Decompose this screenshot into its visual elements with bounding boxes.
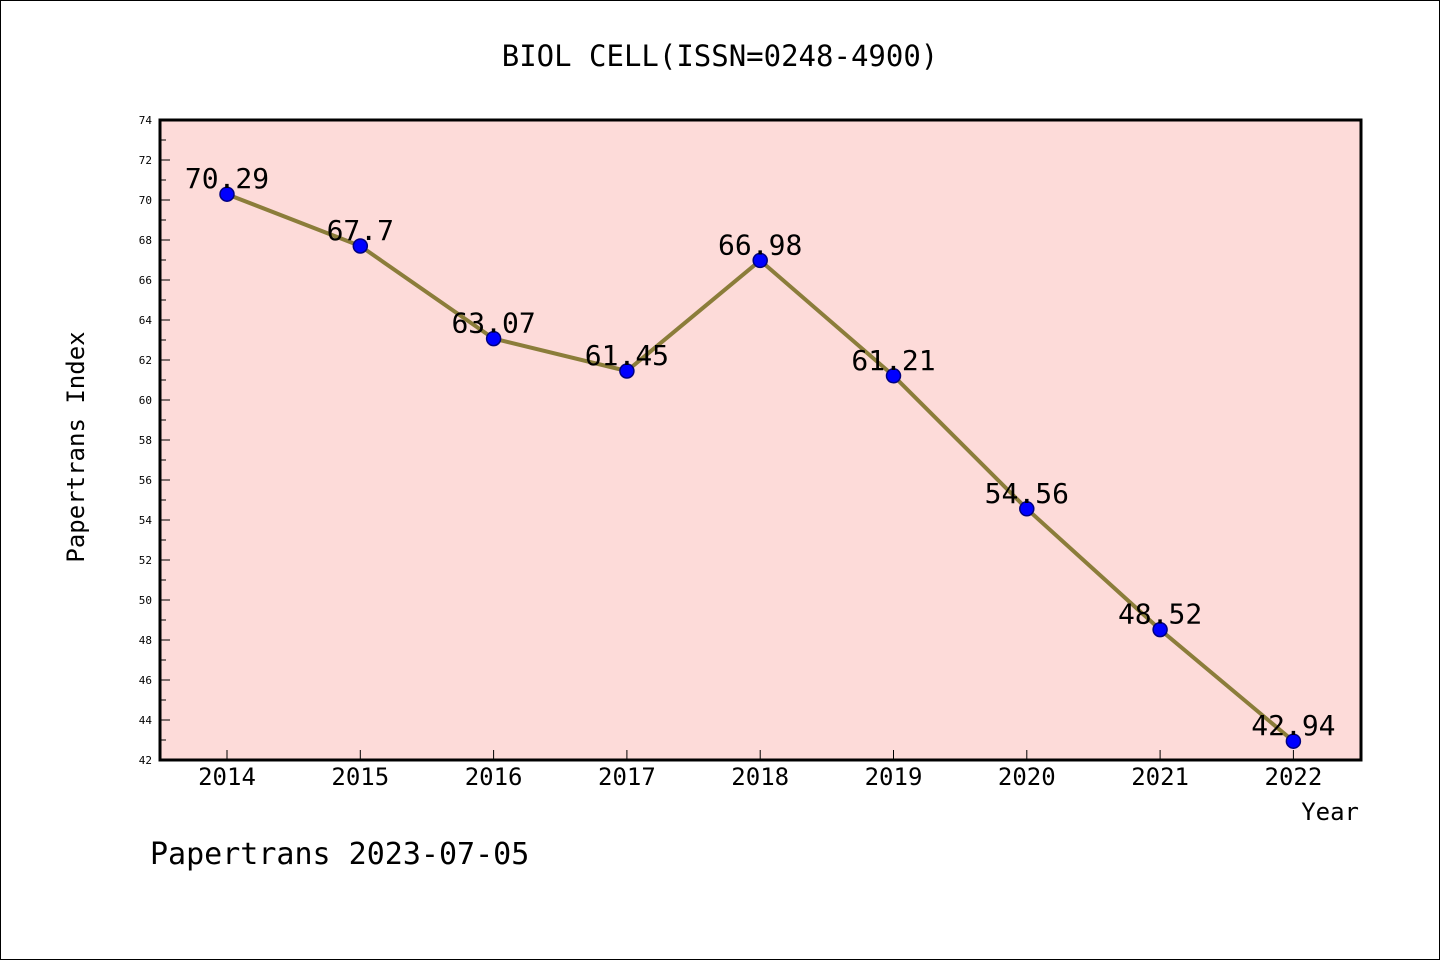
y-axis-label: Papertrans Index	[62, 331, 90, 562]
y-tick-label: 42	[139, 754, 152, 767]
data-label: 61.21	[851, 344, 935, 377]
y-tick-label: 56	[139, 474, 152, 487]
x-axis: 2014 2015 2016 2017 2018 2019 2020 2021 2022	[198, 750, 1322, 791]
data-point	[619, 363, 635, 379]
data-point	[1152, 621, 1168, 638]
y-tick-label: 54	[139, 514, 153, 527]
data-label: 61.45	[585, 339, 669, 372]
y-tick-label: 68	[139, 234, 152, 247]
y-tick-label: 60	[139, 394, 152, 407]
x-tick-label: 2016	[465, 763, 523, 791]
x-tick-label: 2018	[731, 763, 789, 791]
x-tick-label: 2014	[198, 763, 256, 791]
y-tick-label: 44	[139, 714, 153, 727]
data-point	[885, 368, 902, 384]
x-tick-label: 2020	[998, 763, 1056, 791]
y-tick-label: 64	[139, 314, 153, 327]
y-tick-label: 50	[139, 594, 152, 607]
x-tick-label: 2019	[865, 763, 923, 791]
data-point	[1019, 501, 1035, 517]
data-label: 42.94	[1251, 709, 1335, 742]
y-axis: 42 44 46 48 50 52 54 56 58 60 62 64 66 68 70 72 74	[139, 114, 170, 767]
y-tick-label: 58	[139, 434, 152, 447]
x-tick-label: 2021	[1131, 763, 1189, 791]
chart-title: BIOL CELL(ISSN=0248-4900)	[502, 39, 939, 73]
x-tick-label: 2015	[331, 763, 389, 791]
data-point	[752, 252, 768, 269]
y-tick-label: 72	[139, 154, 152, 167]
y-tick-label: 70	[139, 194, 152, 207]
data-label: 54.56	[985, 477, 1069, 510]
data-label: 67.7	[327, 214, 394, 247]
x-axis-label: Year	[1301, 798, 1359, 826]
y-tick-label: 66	[139, 274, 152, 287]
x-tick-label: 2022	[1265, 763, 1323, 791]
data-label: 66.98	[718, 228, 802, 261]
y-tick-label: 62	[139, 354, 152, 367]
data-label: 63.07	[451, 307, 535, 340]
plot-area	[158, 118, 1363, 762]
y-tick-label: 46	[139, 674, 152, 687]
source-footer: Papertrans 2023-07-05	[150, 837, 529, 872]
data-point	[219, 186, 235, 202]
data-label: 70.29	[185, 162, 269, 195]
y-tick-label: 74	[139, 114, 153, 127]
data-point	[352, 238, 369, 254]
data-label: 48.52	[1118, 598, 1202, 631]
y-tick-label: 48	[139, 634, 152, 647]
series-group: 70.29 67.7 63.07 61.45 66.98 61.21 54.56 48.52 4…	[185, 162, 1336, 749]
x-tick-label: 2017	[598, 763, 656, 791]
data-point	[485, 330, 502, 347]
data-point	[1285, 733, 1302, 749]
y-tick-label: 52	[139, 554, 152, 567]
